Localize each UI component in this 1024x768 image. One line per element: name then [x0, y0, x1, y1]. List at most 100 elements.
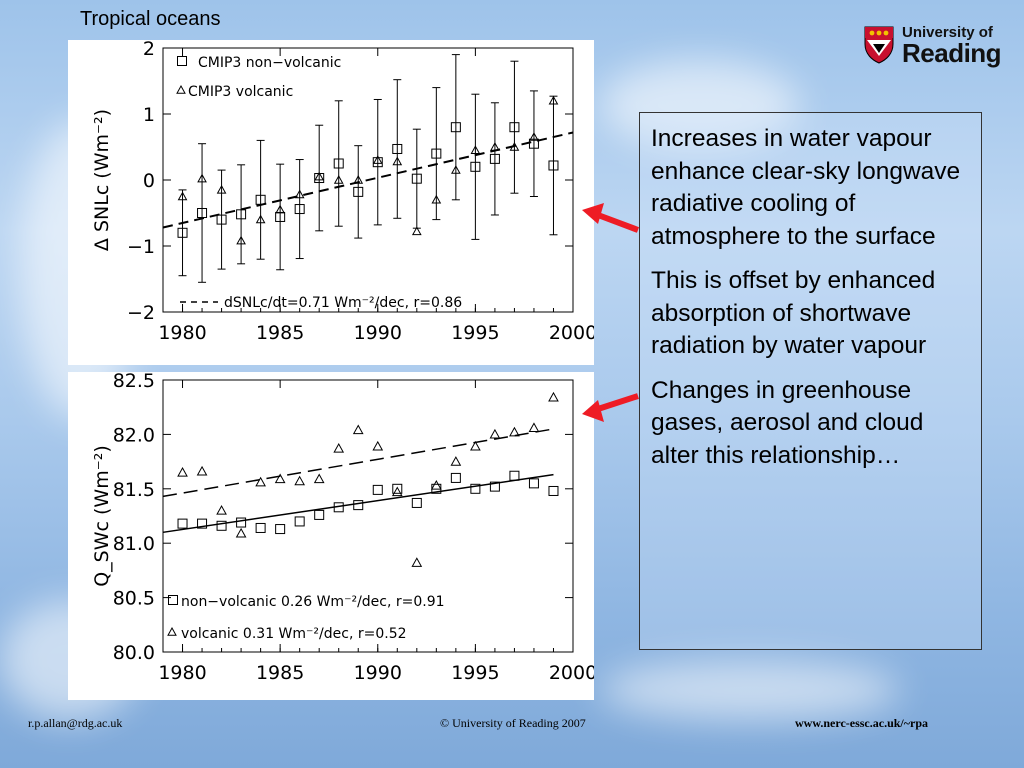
triangle-marker	[353, 174, 364, 184]
triangle-marker	[411, 226, 422, 236]
square-marker	[372, 157, 383, 168]
triangle-marker	[216, 184, 227, 194]
triangle-marker	[177, 466, 188, 477]
triangle-marker	[333, 174, 344, 184]
x-tick-label: 1995	[451, 322, 499, 344]
triangle-marker	[509, 426, 520, 437]
square-marker	[450, 472, 461, 483]
triangle-marker	[528, 422, 540, 432]
triangle-marker	[176, 84, 186, 94]
square-marker	[528, 478, 539, 489]
y-tick-label: −2	[127, 302, 155, 324]
square-marker	[314, 509, 325, 520]
y-tick-label: 2	[143, 40, 155, 60]
triangle-marker	[450, 456, 462, 466]
triangle-marker	[333, 443, 345, 453]
square-marker	[168, 595, 178, 605]
triangle-marker	[196, 465, 208, 476]
square-marker	[528, 138, 539, 149]
university-logo: University of Reading	[864, 24, 1004, 70]
triangle-marker	[255, 476, 266, 487]
y-axis-label: Q_SWc (Wm⁻²)	[91, 445, 113, 587]
triangle-marker	[314, 171, 325, 181]
square-marker	[353, 500, 364, 511]
triangle-marker	[372, 155, 383, 164]
triangle-marker	[294, 189, 305, 199]
square-marker	[372, 484, 383, 495]
legend-entry: CMIP3 non−volcanic	[198, 55, 341, 71]
triangle-marker	[275, 204, 285, 214]
square-marker	[236, 209, 247, 220]
triangle-marker	[411, 557, 423, 567]
qswc-chart-panel: 1980 1985 1990 1995 2000 80.0 80.5 81.0 81.5 82.0…	[68, 372, 594, 700]
triangle-marker	[490, 141, 500, 151]
square-marker	[392, 143, 403, 154]
plot-frame	[162, 379, 574, 653]
square-marker	[333, 502, 344, 513]
square-marker	[197, 518, 208, 529]
y-tick-label: 81.0	[113, 533, 155, 555]
square-marker	[294, 516, 305, 527]
triangle-marker	[255, 214, 266, 224]
square-marker	[216, 214, 227, 225]
y-tick-label: −1	[127, 236, 155, 258]
triangle-marker	[197, 173, 207, 183]
fit-line	[162, 131, 574, 229]
x-tick-label: 1985	[256, 322, 304, 344]
footer-url: www.nerc-essc.ac.uk/~rpa	[795, 716, 929, 730]
square-marker	[431, 148, 442, 159]
x-tick-label: 1980	[158, 662, 206, 684]
triangle-marker	[529, 132, 539, 141]
logo-line-2: Reading	[902, 38, 1002, 68]
triangle-marker	[489, 428, 501, 439]
square-marker	[353, 186, 364, 197]
square-marker	[489, 481, 500, 492]
square-marker	[216, 520, 227, 531]
x-tick-label: 1990	[354, 662, 402, 684]
square-marker	[177, 56, 187, 66]
y-axis-label: Δ SNLc (Wm⁻²)	[91, 109, 113, 251]
sky-cloud	[600, 660, 900, 720]
square-marker	[489, 153, 500, 164]
triangle-marker	[235, 527, 247, 538]
square-marker	[177, 227, 188, 238]
square-marker	[509, 122, 520, 133]
triangle-marker	[177, 191, 188, 201]
sky-cloud	[600, 60, 800, 150]
triangle-marker	[294, 475, 306, 486]
red-arrow-icon	[582, 393, 639, 422]
square-marker	[470, 483, 481, 494]
x-tick-label: 2000	[549, 322, 594, 344]
triangle-marker	[372, 440, 384, 451]
y-tick-label: 80.0	[113, 642, 155, 664]
square-marker	[197, 208, 208, 218]
x-tick-label: 1980	[158, 322, 206, 344]
triangle-marker	[548, 95, 559, 105]
snlc-chart: 1980 1985 1990 1995 2000 −2 −1 0 1 2 Δ SNLc (Wm⁻²)…	[91, 40, 594, 344]
y-tick-label: 81.5	[113, 479, 155, 501]
y-tick-label: 80.5	[113, 588, 155, 610]
square-marker	[275, 524, 286, 535]
square-marker	[392, 483, 403, 494]
triangle-marker	[548, 391, 559, 402]
legend-entry: volcanic 0.31 Wm⁻²/dec, r=0.52	[181, 626, 407, 642]
text-paragraph: Increases in water vapour enhance clear-…	[651, 125, 961, 250]
square-marker	[255, 194, 266, 205]
triangle-marker	[509, 141, 520, 151]
square-marker	[411, 497, 422, 508]
x-tick-label: 1985	[256, 662, 304, 684]
triangle-marker	[431, 194, 442, 204]
red-arrow-icon	[582, 203, 640, 233]
crest-icon	[864, 26, 894, 64]
square-marker	[177, 518, 188, 529]
triangle-marker	[392, 156, 403, 166]
footer-email: r.p.allan@rdg.ac.uk	[28, 716, 123, 730]
legend-entry: non−volcanic 0.26 Wm⁻²/dec, r=0.91	[181, 594, 445, 610]
square-marker	[333, 158, 344, 169]
triangle-marker	[236, 235, 246, 245]
triangle-marker	[470, 145, 481, 154]
x-tick-label: 2000	[549, 662, 594, 684]
triangle-marker	[391, 486, 403, 497]
square-marker	[548, 160, 559, 171]
text-paragraph: Changes in greenhouse gases, aerosol and…	[651, 376, 924, 469]
